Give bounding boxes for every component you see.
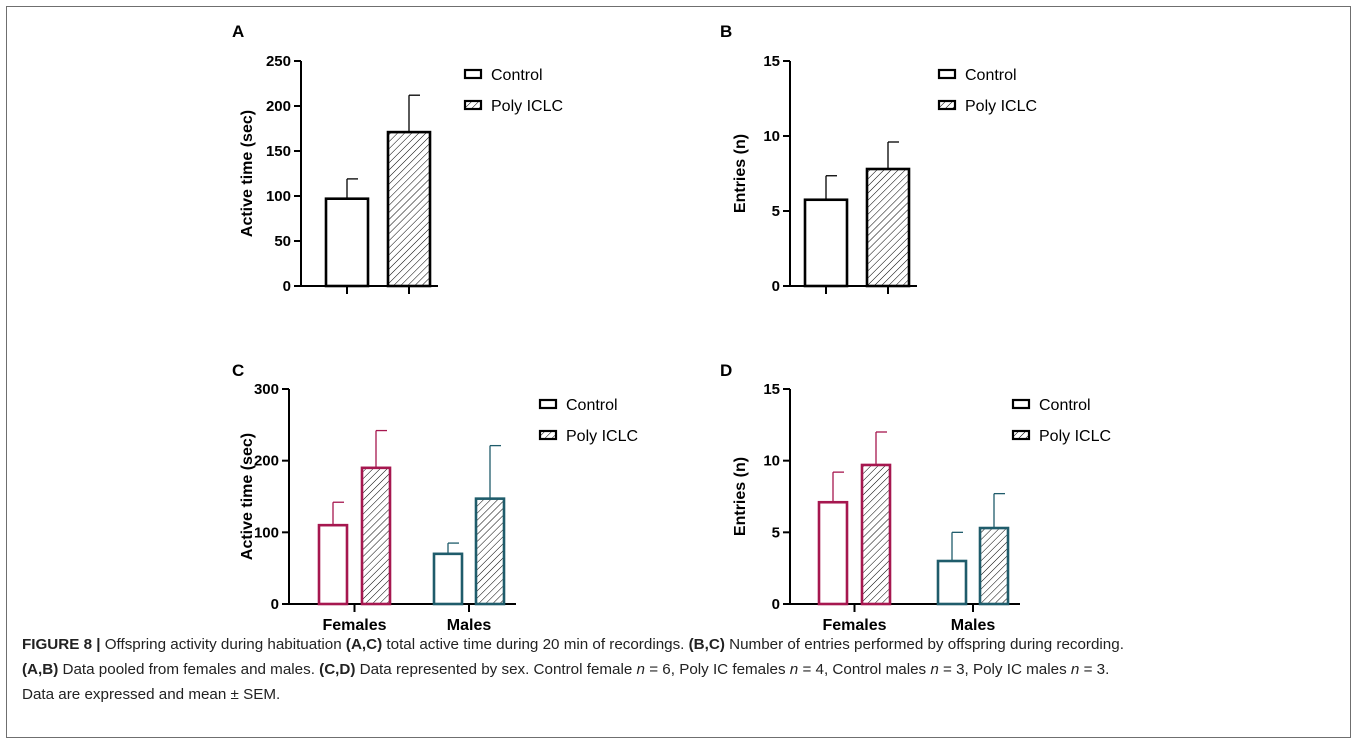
bar-control-males — [936, 559, 968, 606]
bar-poly — [865, 167, 911, 288]
panel-label: B — [720, 22, 732, 41]
y-tick-label: 200 — [254, 453, 279, 470]
caption-text-5: Data represented by sex. Control female — [355, 661, 637, 678]
legend-label-poly: Poly ICLC — [566, 428, 638, 445]
y-axis-label: Entries (n) — [732, 457, 749, 536]
caption-text-6: Data are expressed and mean ± SEM. — [22, 686, 281, 703]
x-category-label: Females — [822, 617, 886, 630]
legend-swatch-control — [538, 398, 558, 410]
caption-eq-4: = 4, Control males — [798, 661, 931, 678]
bar-control — [324, 197, 370, 288]
legend-swatch-poly — [538, 429, 558, 441]
legend-label-poly: Poly ICLC — [965, 98, 1037, 115]
y-tick-label: 5 — [772, 203, 780, 220]
legend-swatch-control — [937, 68, 957, 80]
legend-label-control: Control — [491, 67, 543, 84]
legend-swatch-poly — [1011, 429, 1031, 441]
y-tick-label: 250 — [266, 53, 291, 70]
y-tick-label: 15 — [763, 381, 780, 398]
y-tick-label: 10 — [763, 453, 780, 470]
caption-n-1: n — [636, 661, 645, 678]
legend-swatch-control — [463, 68, 483, 80]
caption-n-3: n — [930, 661, 939, 678]
caption-n-4: n — [1070, 661, 1080, 678]
caption-ref-cd: (C,D) — [319, 661, 356, 678]
y-tick-label: 0 — [271, 596, 279, 613]
legend-label-control: Control — [965, 67, 1017, 84]
chart-panel-d: D 0 5 10 15 Entries (n) Females Males Control Pol… — [720, 361, 1111, 630]
bar-poly-males — [978, 526, 1010, 606]
y-tick-label: 150 — [266, 143, 291, 160]
y-axis-label: Active time (sec) — [239, 110, 256, 237]
legend-label-poly: Poly ICLC — [1039, 428, 1111, 445]
caption-text-1: Offspring activity during habituation — [100, 636, 346, 653]
legend-swatch-poly — [937, 99, 957, 111]
y-tick-label: 0 — [772, 596, 780, 613]
y-tick-label: 50 — [274, 233, 291, 250]
x-category-label: Females — [322, 617, 386, 630]
caption-text-3: Number of entries performed by offspring… — [724, 636, 1124, 653]
x-category-label: Males — [951, 617, 996, 630]
y-tick-label: 15 — [763, 53, 780, 70]
legend-swatch-poly — [463, 99, 483, 111]
caption-eq-6: = 6, Poly IC females — [645, 661, 790, 678]
caption-eq-3a: = 3, Poly IC males — [938, 661, 1071, 678]
bar-control-males — [432, 552, 464, 606]
chart-panel-a: A 0 50 100 150 200 250 Active time (sec) Control… — [232, 22, 563, 295]
legend-label-control: Control — [566, 397, 618, 414]
legend-label-control: Control — [1039, 397, 1091, 414]
caption-n-2: n — [789, 661, 799, 678]
figure-caption: FIGURE 8 | Offspring activity during hab… — [22, 632, 1340, 707]
figure-frame — [6, 6, 1351, 738]
caption-ref-bc: (B,C) — [688, 636, 725, 653]
caption-line-1: FIGURE 8 | Offspring activity during hab… — [22, 632, 1340, 657]
bar-poly-females — [360, 466, 392, 606]
legend-label-poly: Poly ICLC — [491, 98, 563, 115]
caption-text-2: total active time during 20 min of recor… — [382, 636, 689, 653]
y-tick-label: 0 — [772, 278, 780, 295]
y-tick-label: 200 — [266, 98, 291, 115]
panel-label: A — [232, 22, 244, 41]
caption-line-2: (A,B) Data pooled from females and males… — [22, 657, 1340, 682]
caption-eq-3b: = 3. — [1079, 661, 1110, 678]
y-axis-label: Active time (sec) — [239, 433, 256, 560]
y-tick-label: 0 — [283, 278, 291, 295]
legend-swatch-control — [1011, 398, 1031, 410]
bar-control-females — [317, 523, 349, 606]
caption-line-3: Data are expressed and mean ± SEM. — [22, 682, 1340, 707]
bar-poly-females — [860, 463, 892, 606]
y-tick-label: 10 — [763, 128, 780, 145]
caption-ref-ac: (A,C) — [345, 636, 383, 653]
y-tick-label: 5 — [772, 524, 780, 541]
bar-poly — [386, 130, 432, 288]
caption-figure-label: FIGURE 8 | — [22, 636, 101, 653]
y-tick-label: 300 — [254, 381, 279, 398]
bar-poly-males — [474, 497, 506, 606]
chart-panel-b: B 0 5 10 15 Entries (n) Control Poly ICLC — [720, 22, 1037, 295]
chart-panel-c: C 0 100 200 300 Active time (sec) Females Males… — [232, 361, 638, 630]
y-axis-label: Entries (n) — [732, 134, 749, 213]
bar-control-females — [817, 500, 849, 606]
caption-ref-ab: (A,B) — [22, 661, 59, 678]
x-category-label: Males — [447, 617, 492, 630]
panel-label: D — [720, 361, 732, 380]
y-tick-label: 100 — [254, 524, 279, 541]
bar-control — [803, 198, 849, 288]
panel-label: C — [232, 361, 244, 380]
caption-text-4: Data pooled from females and males. — [58, 661, 320, 678]
y-tick-label: 100 — [266, 188, 291, 205]
